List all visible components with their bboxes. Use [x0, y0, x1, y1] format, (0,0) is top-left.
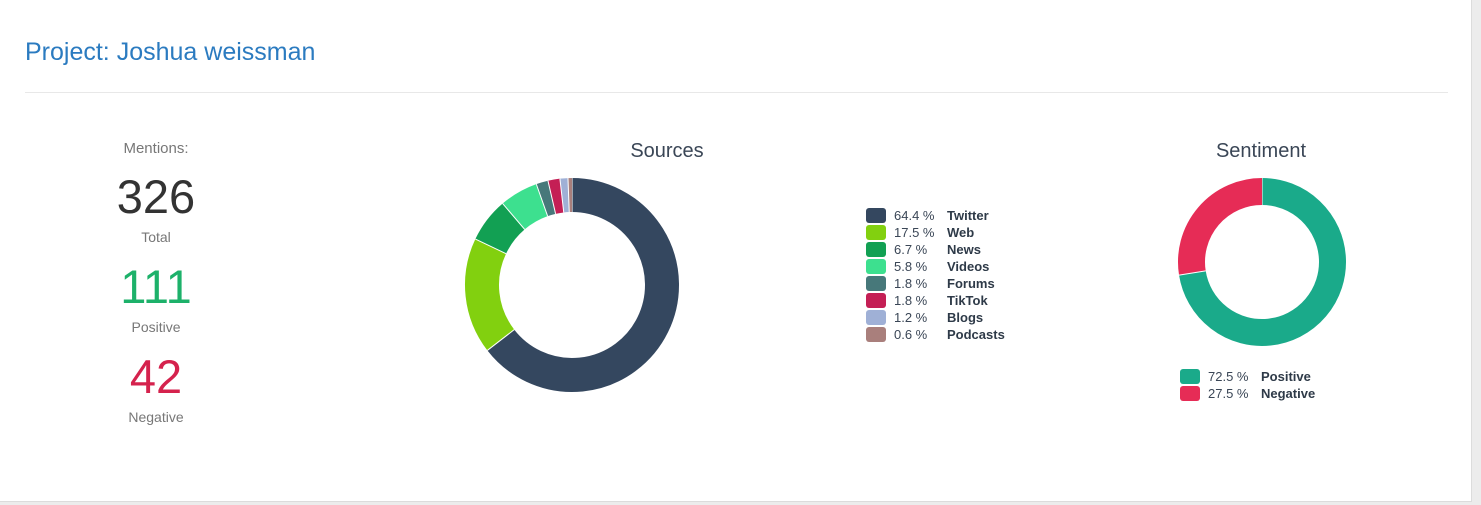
- mentions-label: Mentions:: [123, 140, 189, 157]
- legend-swatch: [866, 225, 886, 240]
- legend-swatch: [866, 327, 886, 342]
- legend-percent: 64.4 %: [894, 208, 935, 223]
- legend-label: Videos: [947, 259, 990, 274]
- slice-separator: [1178, 270, 1206, 276]
- legend-swatch: [866, 259, 886, 274]
- mentions-summary: Mentions: 326 Total 111 Positive 42 Nega…: [76, 140, 236, 425]
- slice-web[interactable]: [465, 239, 515, 351]
- legend-percent: 17.5 %: [894, 225, 935, 240]
- legend-label: Twitter: [947, 208, 989, 223]
- slice-forums[interactable]: [536, 180, 556, 217]
- slice-videos[interactable]: [502, 184, 549, 230]
- sentiment-legend: 72.5 % Positive 27.5 % Negative: [1180, 368, 1331, 402]
- legend-label: Blogs: [947, 310, 984, 325]
- legend-percent: 1.2 %: [894, 310, 928, 325]
- legend-percent: 72.5 %: [1208, 369, 1249, 384]
- sources-chart-title: Sources: [630, 140, 704, 162]
- negative-count: 42: [129, 350, 183, 403]
- legend-item-positive[interactable]: 72.5 % Positive: [1180, 368, 1331, 385]
- legend-percent: 0.6 %: [894, 327, 928, 342]
- legend-swatch: [866, 242, 886, 257]
- legend-label: Positive: [1261, 369, 1311, 384]
- slice-separator: [535, 183, 549, 217]
- legend-percent: 1.8 %: [894, 293, 928, 308]
- positive-count: 111: [120, 260, 192, 313]
- sentiment-chart-title: Sentiment: [1215, 140, 1307, 162]
- legend-percent: 1.8 %: [894, 276, 928, 291]
- legend-label: TikTok: [947, 293, 988, 308]
- slice-separator: [487, 329, 515, 351]
- total-count: 326: [116, 170, 196, 223]
- legend-item-forums[interactable]: 1.8 % Forums: [866, 275, 1017, 292]
- legend-swatch: [866, 293, 886, 308]
- legend-label: Negative: [1261, 386, 1316, 401]
- slice-separator: [547, 180, 557, 214]
- positive-label: Positive: [131, 319, 181, 335]
- legend-item-news[interactable]: 6.7 % News: [866, 241, 1017, 258]
- legend-label: Web: [947, 225, 975, 240]
- slice-blogs[interactable]: [559, 178, 570, 213]
- sources-donut-chart: [465, 178, 679, 392]
- legend-percent: 6.7 %: [894, 242, 928, 257]
- legend-label: Forums: [947, 276, 995, 291]
- sources-legend: 64.4 % Twitter 17.5 % Web 6.7 % News 5.8 % Vide…: [866, 207, 1017, 343]
- legend-swatch: [866, 208, 886, 223]
- slice-positive[interactable]: [1179, 178, 1346, 346]
- total-label: Total: [141, 229, 171, 245]
- legend-swatch: [866, 276, 886, 291]
- legend-percent: 5.8 %: [894, 259, 928, 274]
- page-title: Project: Joshua weissman: [25, 38, 316, 66]
- slice-separator: [567, 178, 570, 213]
- legend-label: Podcasts: [947, 327, 1005, 342]
- legend-item-tiktok[interactable]: 1.8 % TikTok: [866, 292, 1017, 309]
- legend-swatch: [1180, 386, 1200, 401]
- legend-item-blogs[interactable]: 1.2 % Blogs: [866, 309, 1017, 326]
- legend-percent: 27.5 %: [1208, 386, 1249, 401]
- sentiment-donut-chart: [1178, 178, 1346, 346]
- slice-twitter[interactable]: [487, 178, 679, 392]
- legend-item-negative[interactable]: 27.5 % Negative: [1180, 385, 1331, 402]
- legend-swatch: [1180, 369, 1200, 384]
- slice-news[interactable]: [475, 203, 526, 255]
- legend-label: News: [947, 242, 981, 257]
- legend-item-videos[interactable]: 5.8 % Videos: [866, 258, 1017, 275]
- legend-item-podcasts[interactable]: 0.6 % Podcasts: [866, 326, 1017, 343]
- slice-separator: [475, 238, 507, 255]
- legend-item-web[interactable]: 17.5 % Web: [866, 224, 1017, 241]
- legend-swatch: [866, 310, 886, 325]
- negative-label: Negative: [128, 409, 184, 425]
- legend-item-twitter[interactable]: 64.4 % Twitter: [866, 207, 1017, 224]
- slice-separator: [559, 178, 565, 213]
- divider: [25, 92, 1448, 93]
- slice-tiktok[interactable]: [547, 178, 564, 214]
- slice-negative[interactable]: [1178, 178, 1263, 276]
- slice-separator: [502, 203, 526, 230]
